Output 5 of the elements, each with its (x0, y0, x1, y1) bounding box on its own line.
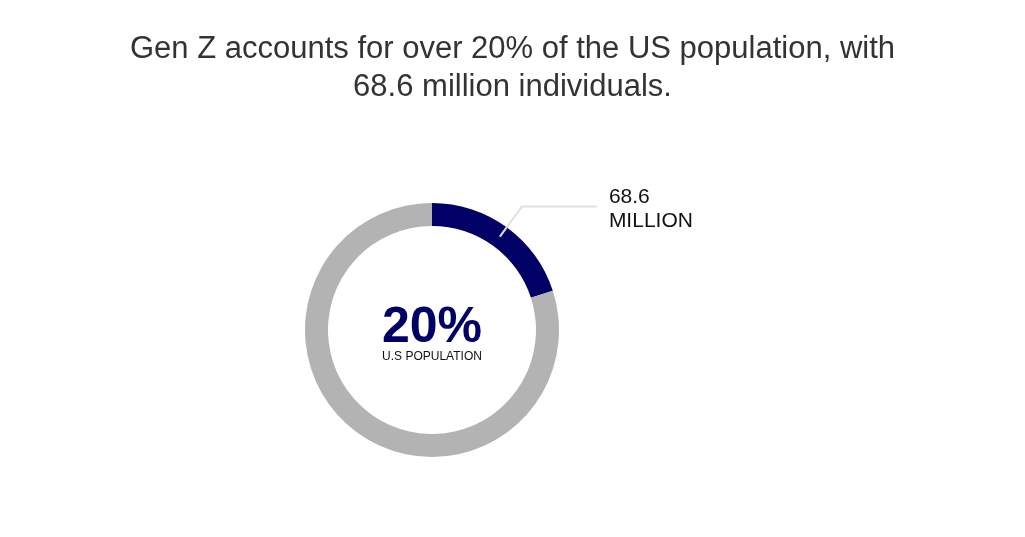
text: 68.6 MILLION (608, 183, 693, 231)
donut-slice (432, 203, 553, 298)
donut-slice (305, 203, 559, 457)
chart-title: Gen Z accounts for over 20% of the US population, with 68.6 million individuals. (129, 30, 896, 103)
text: U.S POPULATION (382, 349, 482, 363)
